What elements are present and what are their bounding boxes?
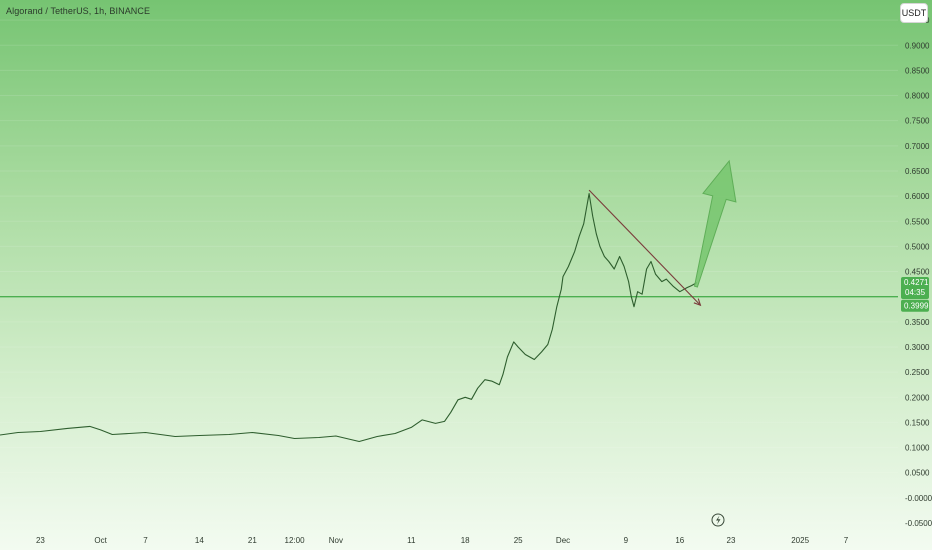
trendline-arrowhead — [693, 298, 702, 307]
time-tick-label: 14 — [195, 536, 204, 545]
time-tick-label: 23 — [36, 536, 45, 545]
price-tick-label: 0.3500 — [905, 318, 930, 327]
bar-countdown: 04:35 — [905, 288, 926, 297]
time-tick-label: 9 — [624, 536, 629, 545]
currency-selector[interactable]: USDT — [900, 3, 928, 23]
price-series-line — [0, 193, 698, 443]
time-tick-label: Nov — [329, 536, 343, 545]
descending-trendline[interactable] — [588, 189, 701, 306]
time-tick-label: 18 — [461, 536, 470, 545]
price-tick-label: 0.8000 — [905, 92, 930, 101]
price-tick-label: 0.4500 — [905, 268, 930, 277]
price-tick-label: 0.7500 — [905, 117, 930, 126]
price-tick-label: -0.0000 — [905, 494, 932, 503]
time-tick-label: 7 — [844, 536, 849, 545]
time-tick-label: 16 — [675, 536, 684, 545]
time-axis[interactable]: 23 Oct 7 14 21 12:00 Nov 11 18 25 Dec 9 16 23 2025 7 — [36, 536, 849, 545]
price-tags: 0.4271 04:35 0.3999 — [901, 277, 929, 312]
price-tick-label: 0.3000 — [905, 343, 930, 352]
price-tick-label: 0.8500 — [905, 66, 930, 75]
price-tick-label: 0.2500 — [905, 368, 930, 377]
time-tick-label: 11 — [407, 536, 416, 545]
price-tick-label: 0.2000 — [905, 393, 930, 402]
price-axis[interactable]: 0.95000.90000.85000.80000.75000.70000.65… — [905, 16, 932, 528]
time-tick-label: 25 — [514, 536, 523, 545]
time-tick-label: 7 — [143, 536, 148, 545]
current-price-tag — [901, 277, 929, 300]
lightning-circle-icon[interactable] — [711, 513, 725, 527]
time-tick-label: 2025 — [791, 536, 809, 545]
time-tick-label: Dec — [556, 536, 570, 545]
price-tick-label: 0.9000 — [905, 41, 930, 50]
symbol-title: Algorand / TetherUS, 1h, BINANCE — [6, 6, 151, 16]
price-tick-label: 0.5000 — [905, 242, 930, 251]
current-price-value: 0.4271 — [904, 278, 929, 287]
price-tick-label: 0.0500 — [905, 469, 930, 478]
price-tick-label: 0.5500 — [905, 217, 930, 226]
grid-layer — [0, 19, 898, 524]
time-tick-label: Oct — [94, 536, 107, 545]
price-tick-label: 0.6000 — [905, 192, 930, 201]
time-tick-label: 12:00 — [285, 536, 306, 545]
projection-arrow[interactable] — [693, 159, 737, 288]
price-tick-label: 0.1000 — [905, 444, 930, 453]
time-tick-label: 23 — [727, 536, 736, 545]
price-tick-label: -0.0500 — [905, 519, 932, 528]
price-tick-label: 0.6500 — [905, 167, 930, 176]
support-price-tag — [901, 299, 929, 312]
price-tick-label: 0.7000 — [905, 142, 930, 151]
price-tick-label: 0.1500 — [905, 418, 930, 427]
time-tick-label: 21 — [248, 536, 257, 545]
support-price-value: 0.3999 — [904, 302, 929, 311]
